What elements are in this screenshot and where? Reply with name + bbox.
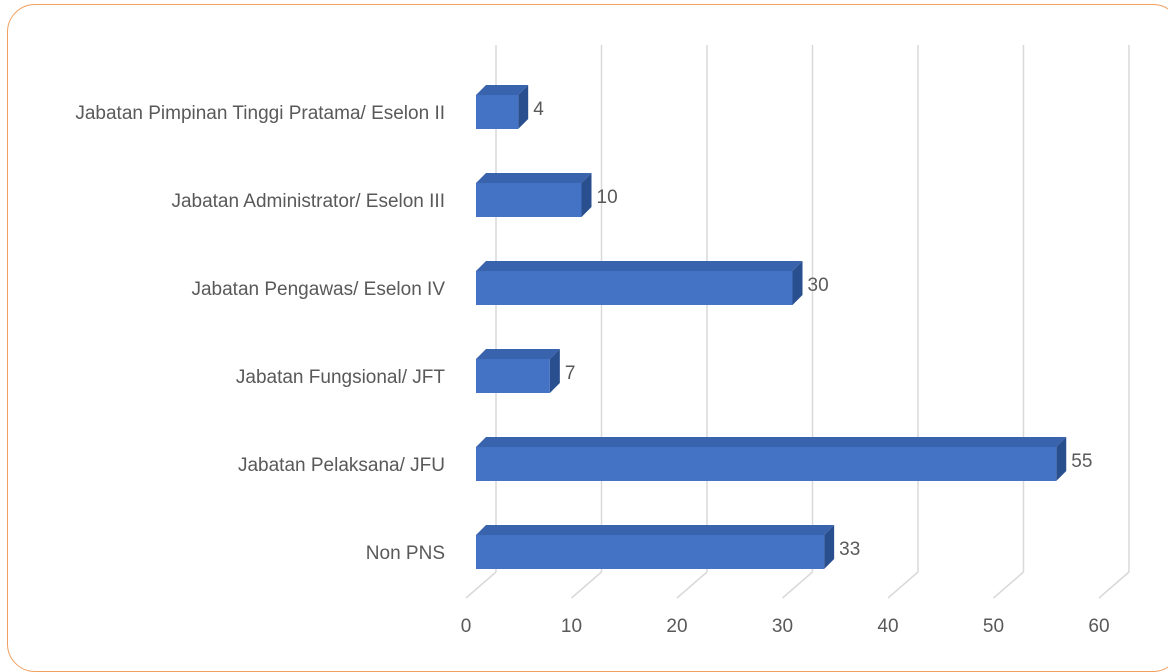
category-label: Jabatan Pimpinan Tinggi Pratama/ Eselon … [75, 103, 445, 124]
bar-side [581, 173, 592, 217]
floor-gridline-60 [1098, 571, 1130, 599]
bar-side [824, 525, 835, 569]
bar-side [549, 349, 560, 393]
floor-gridline-40 [887, 571, 919, 599]
category-label: Non PNS [366, 543, 445, 564]
floor-gridline-0 [465, 571, 497, 599]
bar-top [476, 349, 560, 359]
category-label: Jabatan Pelaksana/ JFU [238, 455, 445, 476]
category-label: Jabatan Fungsional/ JFT [236, 367, 446, 388]
bar-top [476, 261, 803, 271]
bar-top [476, 525, 835, 535]
bars [476, 85, 1067, 569]
bar [476, 271, 793, 305]
bar-chart: 0 10 20 30 40 50 60 Jabatan Pimpinan Tinggi Pra… [75, 45, 1130, 637]
x-tick-label: 60 [1088, 616, 1109, 637]
data-label: 10 [597, 187, 618, 208]
bar [476, 183, 582, 217]
bar [476, 359, 550, 393]
x-tick-label: 40 [877, 616, 898, 637]
bar-top [476, 173, 592, 183]
x-tick-label: 10 [561, 616, 582, 637]
bar-side [792, 261, 803, 305]
x-tick-label: 0 [461, 616, 472, 637]
bar [476, 95, 519, 129]
floor-gridline-30 [782, 571, 813, 599]
bar [476, 447, 1057, 481]
data-label: 30 [808, 275, 829, 296]
bar [476, 535, 825, 569]
data-label: 4 [533, 99, 544, 120]
data-label: 33 [839, 539, 860, 560]
floor-gridline-20 [676, 571, 708, 599]
floor-gridline-10 [571, 571, 602, 599]
bar-top [476, 85, 529, 95]
category-label: Jabatan Pengawas/ Eselon IV [191, 279, 445, 300]
data-label: 7 [565, 363, 576, 384]
bar-side [518, 85, 529, 129]
category-label: Jabatan Administrator/ Eselon III [171, 191, 445, 212]
labels: 0 10 20 30 40 50 60 Jabatan Pimpinan Tinggi Pra… [75, 99, 1109, 637]
data-label: 55 [1071, 451, 1092, 472]
x-tick-label: 20 [666, 616, 687, 637]
floor-gridline-50 [993, 571, 1024, 599]
x-tick-label: 50 [983, 616, 1004, 637]
gridlines [465, 45, 1130, 599]
bar-top [476, 437, 1067, 447]
x-tick-label: 30 [772, 616, 793, 637]
bar-side [1056, 437, 1067, 481]
